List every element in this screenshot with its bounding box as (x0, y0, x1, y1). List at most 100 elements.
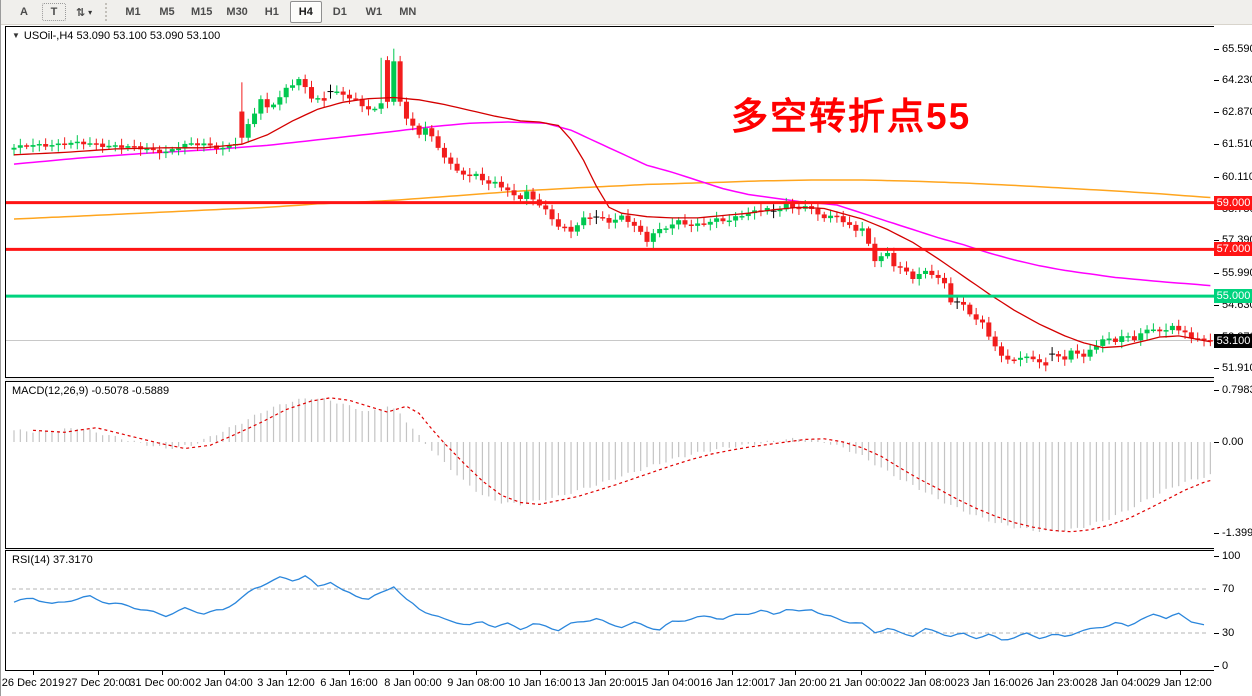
candle-body (935, 274, 941, 278)
candle-body (1125, 336, 1131, 338)
candle-body (119, 145, 125, 148)
axis-tick-mark (1214, 532, 1219, 534)
candle-body (346, 94, 352, 99)
timeframe-button-m15[interactable]: M15 (191, 6, 213, 18)
candle-body (1112, 338, 1118, 342)
candle-body (207, 143, 213, 146)
candle-body (878, 256, 884, 262)
candle-body (942, 277, 948, 284)
candle-body (581, 217, 587, 226)
timeframe-button-w1[interactable]: W1 (365, 6, 383, 18)
price-badge-59000: 59.000 (1214, 195, 1252, 210)
axis-tick-mark (1214, 80, 1219, 82)
candle-body (619, 215, 625, 220)
time-axis[interactable]: 26 Dec 2019 27 Dec 20:00 31 Dec 00:00 2 Jan… (2, 671, 1215, 696)
candle-body (1036, 359, 1042, 363)
candle-body (1131, 336, 1137, 341)
candle-body (733, 216, 739, 221)
candle-body (245, 124, 251, 138)
candle-body (365, 106, 371, 110)
time-axis-label: 26 Jan 23:00 (1021, 677, 1085, 689)
symbol-ohlc-text: USOil-,H4 53.090 53.100 53.090 53.100 (23, 30, 221, 42)
time-axis-label: 13 Jan 20:00 (573, 677, 637, 689)
candle-body (815, 208, 821, 215)
candle-body (992, 336, 998, 347)
axis-tick-mark (1214, 112, 1219, 114)
price-tick-label: 64.230 (1222, 74, 1252, 87)
candle-body (929, 270, 935, 275)
candle-body (1119, 336, 1125, 342)
candle-body (720, 218, 726, 222)
timeframe-button-d1[interactable]: D1 (332, 6, 347, 18)
candle-body (100, 143, 106, 147)
candle-body (897, 266, 903, 268)
time-axis-label: 9 Jan 08:00 (447, 677, 505, 689)
candle-body (663, 228, 669, 230)
time-tick-mark (98, 671, 99, 675)
candle-body (201, 143, 207, 146)
candle-body (397, 61, 403, 102)
axis-tick-mark (1214, 390, 1219, 392)
time-tick-mark (413, 671, 414, 675)
candle-body (638, 225, 644, 232)
candle-body (644, 231, 650, 242)
candle-body (93, 143, 99, 145)
timeframe-button-m1[interactable]: M1 (125, 6, 141, 18)
candle-body (163, 151, 169, 154)
macd-panel[interactable]: MACD(12,26,9) -0.5078 -0.5889 (5, 381, 1215, 549)
indicators-tool-button[interactable]: ⇅ ▾ (68, 1, 100, 23)
time-axis-label: 23 Jan 16:00 (957, 677, 1021, 689)
timeframe-button-m30[interactable]: M30 (226, 6, 248, 18)
candle-body (271, 104, 277, 108)
candle-body (302, 79, 308, 88)
candle-body (252, 113, 258, 125)
collapse-icon[interactable]: ▼ (12, 31, 20, 40)
toolbar: A T ⇅ ▾ M1 M5 M15 M30 H1 H4 D1 W1 MN (1, 0, 1252, 25)
timeframe-button-h4[interactable]: H4 (289, 1, 322, 23)
candle-body (1106, 338, 1112, 341)
candle-body (321, 98, 327, 101)
candle-body (157, 149, 163, 154)
panel-splitter[interactable] (5, 378, 1215, 381)
candle-body (859, 228, 865, 231)
candle-body (391, 61, 397, 102)
panel-splitter[interactable] (5, 549, 1215, 550)
candle-body (695, 223, 701, 226)
arrow-tool-button[interactable]: A (20, 6, 28, 18)
candlestick-chart[interactable] (6, 27, 1214, 377)
candle-body (923, 270, 929, 274)
candle-body (290, 85, 296, 88)
candle-body (726, 220, 732, 223)
candle-body (441, 147, 447, 158)
candle-body (144, 148, 150, 151)
candle-body (36, 144, 42, 146)
macd-signal-line (32, 397, 1211, 533)
timeframe-button-m5[interactable]: M5 (159, 6, 175, 18)
text-tool-button[interactable]: T (42, 3, 66, 21)
time-axis-label: 22 Jan 08:00 (893, 677, 957, 689)
candle-body (416, 125, 422, 135)
candle-body (429, 128, 435, 137)
candle-body (296, 79, 302, 86)
rsi-panel[interactable]: RSI(14) 37.3170 (5, 550, 1215, 671)
rsi-chart (12, 575, 1208, 641)
price-axis[interactable]: 65.59064.23062.87061.51060.11058.75057.3… (1214, 26, 1252, 672)
candle-body (1017, 357, 1023, 360)
toolbar-grip (105, 3, 110, 21)
candle-body (828, 215, 834, 219)
candle-body (486, 180, 492, 184)
time-tick-mark (33, 671, 34, 675)
main-chart-panel[interactable]: ▼ USOil-,H4 53.090 53.100 53.090 53.100 (5, 26, 1215, 378)
timeframe-button-h1[interactable]: H1 (264, 6, 279, 18)
candle-body (562, 226, 568, 229)
candle-body (283, 87, 289, 98)
candle-body (467, 174, 473, 177)
candle-body (498, 181, 504, 188)
chart-annotation-text: 多空转折点55 (731, 96, 972, 137)
candle-body (24, 145, 30, 147)
axis-tick-mark (1214, 304, 1219, 306)
candle-body (1144, 329, 1150, 334)
time-axis-label: 8 Jan 00:00 (384, 677, 442, 689)
timeframe-button-mn[interactable]: MN (399, 6, 417, 18)
